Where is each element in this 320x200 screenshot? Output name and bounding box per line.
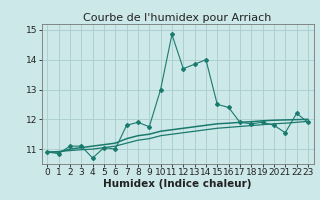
X-axis label: Humidex (Indice chaleur): Humidex (Indice chaleur) — [103, 179, 252, 189]
Title: Courbe de l'humidex pour Arriach: Courbe de l'humidex pour Arriach — [84, 13, 272, 23]
